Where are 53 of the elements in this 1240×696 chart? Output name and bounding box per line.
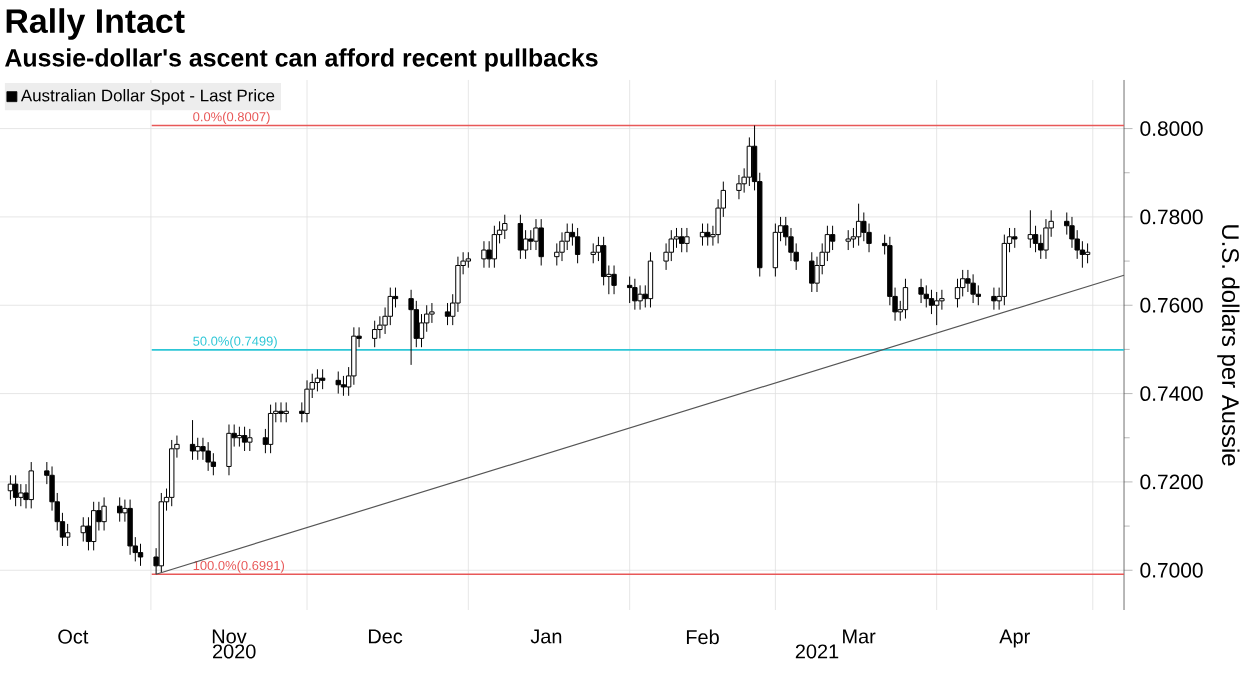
candlestick (377, 315, 383, 339)
candlestick (970, 273, 976, 304)
candlestick (736, 174, 742, 200)
candlestick (429, 302, 435, 324)
candlestick (715, 198, 721, 244)
chart-title: Rally Intact (6, 8, 185, 40)
candlestick (1043, 218, 1049, 260)
x2-tick-label: 2020 (213, 644, 256, 659)
candlestick (533, 218, 539, 251)
candlestick (455, 256, 461, 313)
candlestick (939, 289, 945, 311)
x-tick-label: Mar (843, 629, 876, 644)
candlestick (663, 242, 669, 271)
y-tick-label: 0.7200 (1140, 474, 1203, 490)
x-tick-label: Jan (530, 629, 562, 644)
x-tick-label: Oct (58, 629, 89, 644)
y-tick-label: 0.7000 (1140, 562, 1203, 578)
candlestick (814, 256, 820, 293)
candlestick (101, 496, 107, 531)
candlestick (408, 289, 414, 366)
legend-label: Australian Dollar Spot - Last Price (20, 89, 275, 105)
candlestick (351, 326, 357, 386)
x2-tick-label: 2021 (795, 644, 839, 659)
y-tick-label: 0.7800 (1140, 209, 1203, 225)
candlestick (1069, 216, 1075, 249)
y-tick-label: 0.7600 (1140, 297, 1203, 313)
candlestick (788, 227, 794, 262)
candlestick (611, 264, 617, 295)
x-tick-label: Feb (686, 629, 719, 645)
candlestick (226, 424, 232, 476)
candlestick (637, 284, 643, 311)
y-tick-label: 0.7400 (1140, 386, 1203, 401)
candlestick (855, 203, 862, 247)
candlestick (205, 441, 211, 472)
candlestick (200, 437, 206, 461)
candlestick (304, 379, 310, 423)
candlestick (918, 278, 924, 304)
candlestick (632, 278, 638, 311)
candlestick (559, 231, 565, 262)
x-tick-label: Apr (999, 629, 1030, 648)
x-tick-label: Dec (368, 629, 403, 644)
candlestick (117, 496, 123, 523)
candlestick (1064, 211, 1070, 236)
candlestick (866, 223, 872, 253)
chart-subtitle: Aussie-dollar's ascent can afford recent pullbacks (5, 48, 598, 72)
candlestick (278, 401, 284, 423)
x-tick-label: Nov (212, 629, 247, 644)
candlestick (684, 227, 690, 253)
y-tick-label: 0.8000 (1140, 121, 1203, 136)
candlestick (481, 240, 487, 269)
candlestick (127, 499, 133, 556)
candlestick (965, 269, 971, 293)
y-axis-title: U.S. dollars per Aussie (1217, 225, 1240, 466)
